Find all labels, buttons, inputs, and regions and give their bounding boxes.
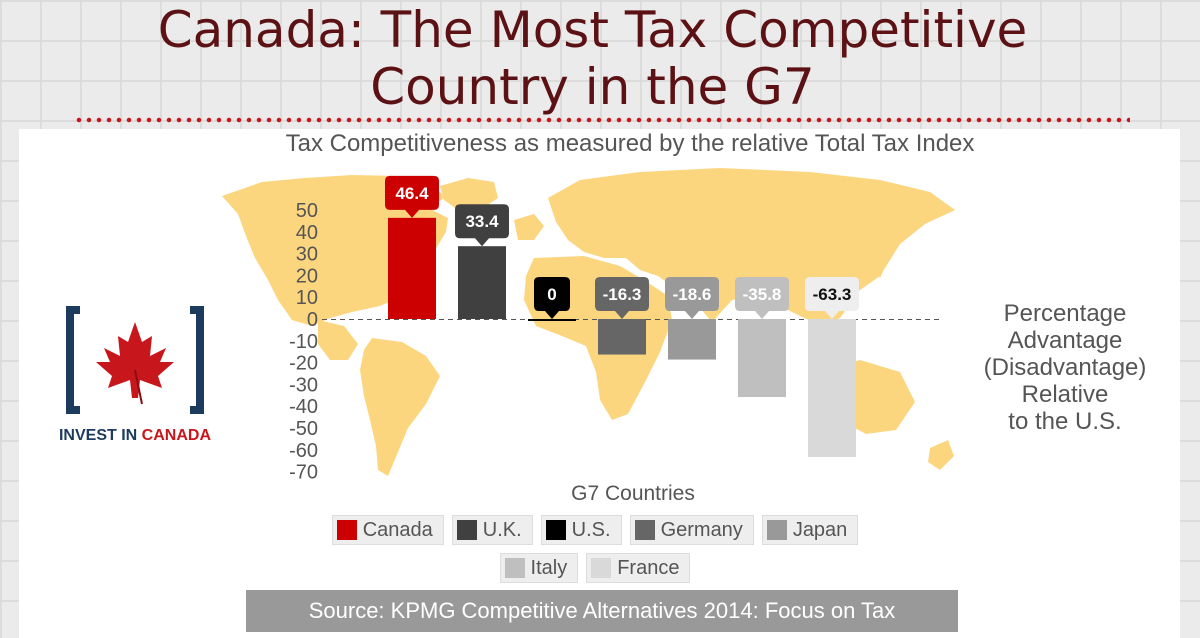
legend-swatch bbox=[545, 520, 566, 540]
y-axis-side-label: Percentage Advantage (Disadvantage) Rela… bbox=[983, 300, 1147, 435]
y-tick-label: -70 bbox=[289, 462, 318, 484]
chart-legend: Canada U.K. U.S. Germany Japan Italy Fra… bbox=[315, 515, 875, 591]
bar-italy bbox=[738, 319, 786, 398]
y-tick-label: -60 bbox=[289, 440, 318, 462]
y-tick-label: 0 bbox=[307, 309, 318, 331]
legend-item-uk: U.K. bbox=[451, 515, 533, 545]
legend-swatch bbox=[766, 520, 787, 540]
data-label: 0 bbox=[547, 285, 556, 304]
value-callout bbox=[665, 277, 719, 319]
legend-swatch bbox=[591, 558, 612, 578]
value-callout bbox=[595, 277, 649, 319]
page-title: Canada: The Most Tax Competitive Country… bbox=[0, 2, 1185, 116]
y-tick-label: 40 bbox=[296, 222, 318, 244]
title-line-2: Country in the G7 bbox=[370, 58, 815, 116]
y-tick-label: 10 bbox=[296, 287, 318, 309]
bar-us bbox=[528, 319, 576, 321]
data-label: 33.4 bbox=[465, 212, 499, 231]
x-axis-label: G7 Countries bbox=[571, 482, 695, 505]
maple-leaf-icon bbox=[96, 322, 174, 398]
bar-germany bbox=[598, 319, 646, 355]
y-tick-label: -50 bbox=[289, 418, 318, 440]
y-tick-label: 20 bbox=[296, 265, 318, 287]
legend-item-canada: Canada bbox=[331, 515, 444, 545]
legend-item-italy: Italy bbox=[499, 553, 579, 583]
legend-swatch bbox=[456, 520, 477, 540]
legend-swatch bbox=[504, 558, 525, 578]
y-tick-label: -20 bbox=[289, 353, 318, 375]
data-label: 46.4 bbox=[395, 184, 429, 203]
y-tick-label: -30 bbox=[289, 374, 318, 396]
legend-swatch bbox=[336, 520, 357, 540]
y-tick-label: 50 bbox=[296, 200, 318, 222]
logo-wordmark: INVEST IN CANADA bbox=[58, 427, 211, 444]
bar-canada bbox=[388, 217, 436, 319]
value-callout bbox=[534, 277, 570, 319]
value-callout bbox=[455, 204, 509, 247]
data-label: -63.3 bbox=[813, 285, 852, 304]
y-tick-label: 30 bbox=[296, 244, 318, 266]
bar-uk bbox=[458, 246, 506, 319]
data-label: -35.8 bbox=[743, 285, 782, 304]
bar-france bbox=[808, 319, 856, 457]
legend-item-us: U.S. bbox=[540, 515, 622, 545]
legend-item-japan: Japan bbox=[761, 515, 859, 545]
value-callout bbox=[385, 175, 439, 218]
data-label: -16.3 bbox=[603, 285, 642, 304]
bar-japan bbox=[668, 319, 716, 360]
chart-title: Tax Competitiveness as measured by the r… bbox=[285, 130, 975, 157]
value-callout bbox=[735, 277, 789, 319]
legend-swatch bbox=[634, 520, 655, 540]
legend-item-germany: Germany bbox=[629, 515, 754, 545]
legend-item-france: France bbox=[586, 553, 691, 583]
value-callout bbox=[805, 277, 859, 319]
source-caption: Source: KPMG Competitive Alternatives 20… bbox=[246, 590, 958, 632]
y-tick-label: -40 bbox=[289, 396, 318, 418]
title-line-1: Canada: The Most Tax Competitive bbox=[157, 1, 1028, 59]
y-tick-label: -10 bbox=[289, 331, 318, 353]
invest-in-canada-logo bbox=[66, 306, 204, 414]
data-label: -18.6 bbox=[673, 285, 712, 304]
dotted-divider bbox=[74, 116, 1130, 124]
